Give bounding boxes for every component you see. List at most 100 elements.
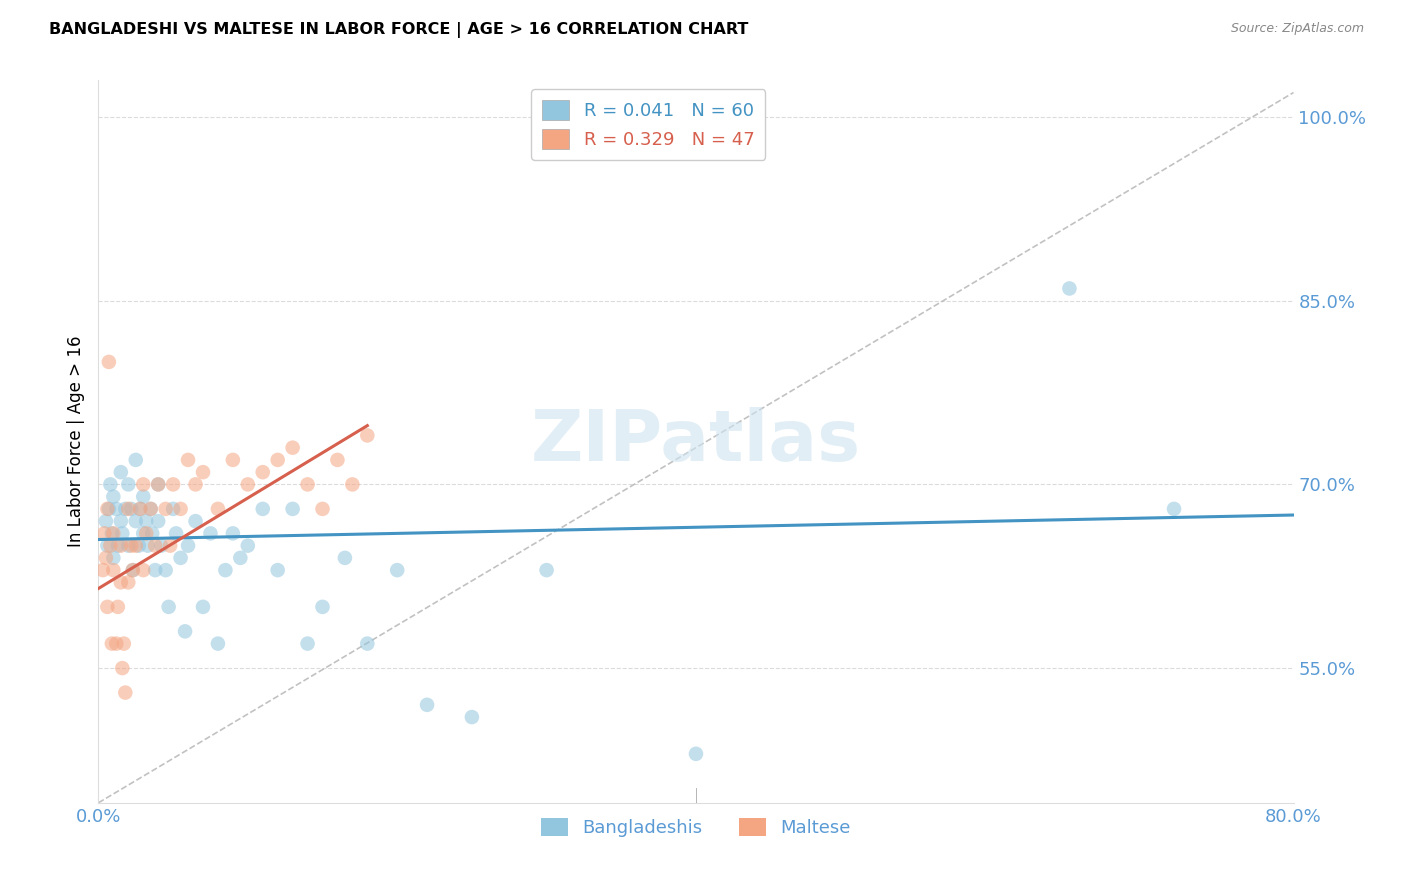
Point [97,355,120,369]
Point [121,563,143,577]
Point [229,550,252,565]
Point [132,490,155,504]
Point [103,490,125,504]
Point [110,465,132,479]
Point [416,698,439,712]
Point [155,502,177,516]
Point [96,539,118,553]
Point [222,526,245,541]
Point [184,514,207,528]
Point [461,710,484,724]
Point [107,599,129,614]
Point [136,539,159,553]
Point [101,637,124,651]
Point [326,453,349,467]
Point [157,599,180,614]
Point [125,453,148,467]
Point [110,575,132,590]
Point [91,563,114,577]
Point [159,539,181,553]
Point [120,539,142,553]
Point [114,502,136,516]
Point [184,477,207,491]
Text: ZIPatlas: ZIPatlas [531,407,860,476]
Point [112,637,135,651]
Point [103,550,125,565]
Point [236,477,259,491]
Point [96,599,118,614]
Point [281,441,304,455]
Point [169,550,191,565]
Point [143,539,166,553]
Point [191,465,214,479]
Point [1059,281,1081,295]
Point [141,526,163,541]
Point [207,502,229,516]
Point [135,514,157,528]
Point [311,502,333,516]
Point [98,539,122,553]
Point [103,563,125,577]
Legend: Bangladeshis, Maltese: Bangladeshis, Maltese [534,811,858,845]
Point [111,526,134,541]
Point [125,514,148,528]
Point [162,477,184,491]
Point [214,563,236,577]
Point [93,526,115,541]
Point [252,465,274,479]
Point [117,539,139,553]
Point [148,477,170,491]
Point [132,477,155,491]
Point [114,685,136,699]
Point [297,477,319,491]
Point [105,637,128,651]
Point [117,477,139,491]
Point [267,453,290,467]
Point [132,526,155,541]
Point [94,550,117,565]
Point [207,637,229,651]
Point [94,514,117,528]
Point [281,502,304,516]
Point [311,599,333,614]
Point [101,526,124,541]
Text: BANGLADESHI VS MALTESE IN LABOR FORCE | AGE > 16 CORRELATION CHART: BANGLADESHI VS MALTESE IN LABOR FORCE | … [49,22,748,38]
Point [536,563,558,577]
Point [107,539,129,553]
Point [297,637,319,651]
Point [150,539,173,553]
Text: Source: ZipAtlas.com: Source: ZipAtlas.com [1230,22,1364,36]
Point [139,502,162,516]
Point [110,539,132,553]
Point [128,539,150,553]
Point [105,502,128,516]
Point [177,453,200,467]
Point [191,599,214,614]
Point [200,526,222,541]
Point [103,526,125,541]
Point [385,563,409,577]
Point [356,428,378,442]
Point [132,563,155,577]
Point [174,624,197,639]
Point [139,502,162,516]
Point [135,526,157,541]
Point [356,637,378,651]
Point [143,563,166,577]
Point [169,502,191,516]
Point [165,526,187,541]
Point [267,563,290,577]
Point [333,550,356,565]
Point [125,539,148,553]
Point [129,502,152,516]
Point [111,661,134,675]
Point [685,747,707,761]
Point [129,502,152,516]
Point [96,502,118,516]
Point [148,477,170,491]
Point [162,502,184,516]
Point [222,453,245,467]
Point [117,575,139,590]
Point [155,563,177,577]
Point [252,502,274,516]
